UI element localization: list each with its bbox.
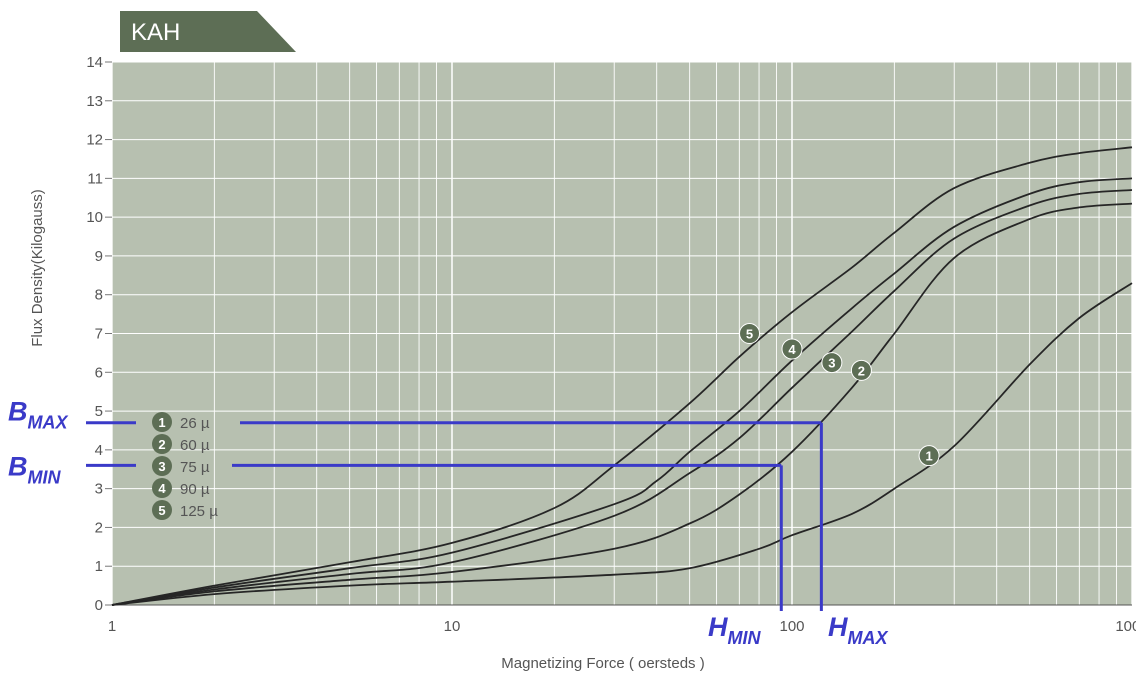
legend-marker-text: 4 [158, 481, 166, 496]
y-tick-label: 14 [86, 54, 103, 71]
legend-label: 90 µ [180, 481, 210, 498]
y-tick-label: 8 [95, 287, 103, 304]
x-tick-label: 1000 [1115, 618, 1136, 635]
h-max-label: HMAX [828, 612, 888, 648]
curve-badge-3 [821, 352, 843, 374]
legend-marker-5 [152, 500, 172, 520]
y-tick-label: 7 [95, 326, 103, 343]
chart-title: KAH [131, 19, 180, 46]
curve-line-2 [111, 202, 1133, 606]
axes: 012345678910111213141101001000 [86, 54, 1136, 635]
b-min-label-main: B [8, 451, 28, 481]
curve-badge-5 [739, 323, 761, 344]
curve-badge-text: 1 [925, 449, 932, 464]
y-tick-label: 9 [95, 248, 103, 265]
curve-badge-2 [850, 359, 872, 381]
curve-badge-text: 4 [788, 342, 796, 357]
y-tick-label: 12 [86, 132, 103, 149]
b-min-label: BMIN [8, 451, 61, 487]
curve-badges: 5 4 3 2 1 [739, 323, 940, 467]
curve-badge-text: 3 [828, 356, 835, 371]
y-tick-label: 10 [86, 209, 103, 226]
curve-badge-text: 2 [858, 363, 865, 378]
legend: 1 26 µ 2 60 µ 3 75 µ 4 90 µ 5 125 µ [152, 412, 218, 520]
legend-marker-4 [152, 478, 172, 498]
y-tick-label: 4 [95, 442, 103, 459]
curve-badge-text: 5 [746, 327, 753, 342]
h-max-label-main: H [828, 612, 848, 642]
curve-line-5 [111, 146, 1133, 606]
legend-marker-text: 1 [158, 415, 165, 430]
b-max-label-main: B [8, 397, 28, 427]
title-tab: KAH [120, 11, 296, 52]
y-tick-label: 3 [95, 481, 103, 498]
legend-label: 26 µ [180, 415, 210, 432]
h-min-label-main: H [708, 612, 728, 642]
x-tick-label: 10 [444, 618, 461, 635]
legend-marker-2 [152, 434, 172, 454]
b-max-label: BMAX [8, 397, 68, 433]
title-tab-shape [120, 11, 296, 52]
y-tick-label: 11 [87, 170, 103, 187]
y-tick-label: 2 [95, 519, 103, 536]
h-min-label-sub: MIN [728, 628, 762, 648]
curve-line-4 [111, 177, 1133, 606]
legend-label: 75 µ [180, 459, 210, 476]
legend-marker-3 [152, 456, 172, 476]
b-max-label-sub: MAX [28, 413, 69, 433]
y-tick-label: 13 [86, 93, 103, 110]
legend-label: 60 µ [180, 437, 210, 454]
h-max-label-sub: MAX [848, 628, 889, 648]
x-tick-label: 100 [779, 618, 804, 635]
curves [111, 146, 1133, 606]
x-tick-label: 1 [108, 618, 116, 635]
y-tick-label: 6 [95, 364, 103, 381]
curve-line-3 [111, 189, 1133, 606]
curve-badge-1 [918, 445, 940, 467]
b-min-label-sub: MIN [28, 467, 62, 487]
h-min-label: HMIN [708, 612, 761, 648]
legend-marker-text: 3 [158, 459, 165, 474]
curve-badge-4 [781, 338, 803, 360]
y-tick-label: 5 [95, 403, 103, 420]
legend-marker-text: 2 [158, 437, 165, 452]
y-tick-label: 0 [95, 597, 103, 614]
legend-label: 125 µ [180, 503, 218, 520]
legend-marker-text: 5 [158, 503, 165, 518]
y-tick-label: 1 [95, 558, 103, 575]
y-axis-title: Flux Density(Kilogauss) [29, 189, 46, 347]
x-axis-title: Magnetizing Force ( oersteds ) [501, 655, 704, 672]
curve-line-1 [111, 282, 1133, 606]
legend-marker-1 [152, 412, 172, 432]
